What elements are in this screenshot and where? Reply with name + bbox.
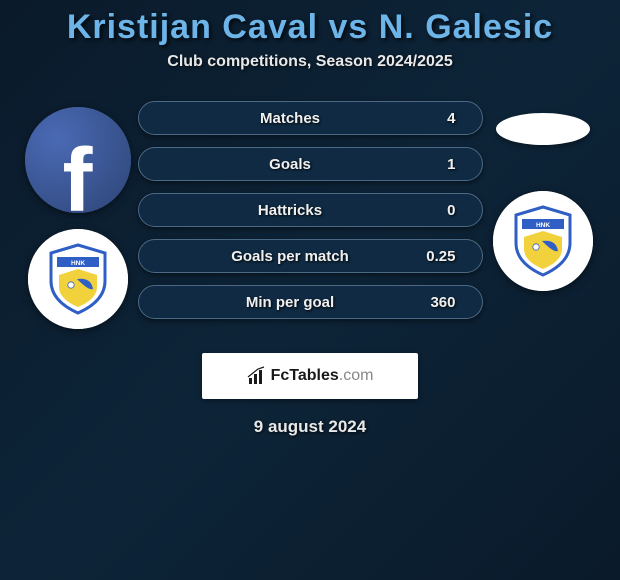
stat-value: 4: [416, 110, 456, 127]
comparison-subtitle: Club competitions, Season 2024/2025: [0, 53, 620, 71]
player-left-club-badge: HNK: [28, 229, 128, 329]
stat-value: 0.25: [416, 248, 456, 265]
svg-text:HNK: HNK: [535, 222, 549, 229]
content-row: f HNK: [0, 101, 620, 329]
stat-row: Min per goal 360: [138, 285, 483, 319]
stat-row: Goals 1: [138, 147, 483, 181]
stat-label: Goals per match: [139, 248, 416, 265]
player-right-column: HNK: [483, 101, 603, 291]
player-left-column: f HNK: [18, 101, 138, 329]
player-left-avatar: f: [25, 107, 131, 213]
stat-row: Matches 4: [138, 101, 483, 135]
stat-value: 1: [416, 156, 456, 173]
stat-value: 360: [416, 294, 456, 311]
comparison-title: Kristijan Caval vs N. Galesic: [0, 8, 620, 47]
bar-chart-icon: [247, 366, 267, 386]
stat-label: Min per goal: [139, 294, 416, 311]
stats-column: Matches 4 Goals 1 Hattricks 0 Goals per …: [138, 101, 483, 319]
club-shield-icon: HNK: [512, 205, 574, 277]
footer-brand-box[interactable]: FcTables.com: [202, 353, 418, 399]
stat-label: Goals: [139, 156, 416, 173]
facebook-icon: f: [25, 107, 131, 213]
svg-text:HNK: HNK: [70, 260, 84, 267]
footer-brand-text: FcTables.com: [271, 367, 374, 385]
player-right-club-badge: HNK: [493, 191, 593, 291]
stat-value: 0: [416, 202, 456, 219]
stat-label: Hattricks: [139, 202, 416, 219]
snapshot-date: 9 august 2024: [0, 417, 620, 437]
player-right-avatar: [496, 113, 590, 145]
stat-row: Hattricks 0: [138, 193, 483, 227]
club-shield-icon: HNK: [47, 243, 109, 315]
stat-label: Matches: [139, 110, 416, 127]
stat-row: Goals per match 0.25: [138, 239, 483, 273]
